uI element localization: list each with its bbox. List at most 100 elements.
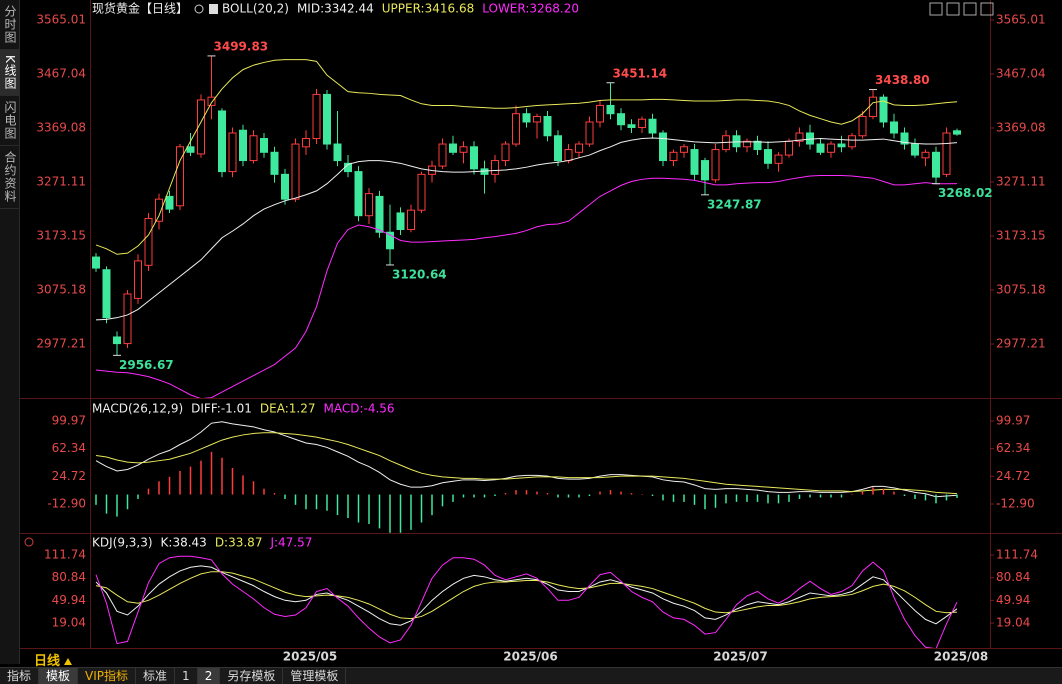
tab[interactable]: 分时图 (0, 0, 19, 50)
candle-body (932, 151, 940, 178)
candle-body (302, 138, 310, 148)
macd-bar (483, 494, 486, 498)
candle-body (774, 154, 783, 164)
macd-bar (168, 476, 171, 495)
candle-body (470, 146, 478, 170)
macd-bar (840, 494, 843, 498)
toolbar-item[interactable]: 另存模板 (220, 668, 284, 684)
legend-entry: LOWER:3268.20 (482, 2, 579, 16)
macd-bar (767, 494, 769, 504)
macd-bar (662, 494, 664, 501)
period[interactable]: 日线 (34, 650, 73, 669)
macd-bar (189, 466, 192, 495)
icon[interactable] (929, 2, 943, 16)
candle-body (627, 124, 636, 128)
toolbar-item[interactable]: 2 (197, 668, 221, 684)
candle-body (921, 151, 930, 159)
macd-bar (756, 494, 759, 502)
candle-body (680, 146, 688, 153)
candle-body (669, 151, 678, 162)
macd-bar (935, 494, 937, 504)
indicator-name: BOLL(20,2) (222, 2, 289, 16)
toolbar-item[interactable]: 指标 (0, 668, 40, 684)
y-tick-label: 3075.18 (996, 283, 1046, 297)
toolbar-item[interactable]: VIP指标 (78, 668, 137, 684)
candle-body (375, 195, 384, 233)
indicator-icon[interactable] (209, 4, 219, 14)
indicator-line (95, 59, 958, 255)
candle-body (270, 151, 279, 175)
macd-bar (126, 494, 129, 510)
icon[interactable] (963, 2, 977, 16)
macd-bar (357, 494, 360, 523)
macd-bar (410, 494, 412, 530)
macd-bar (116, 494, 118, 517)
toolbar-item[interactable]: 1 (175, 668, 198, 684)
macd-bar (515, 490, 517, 495)
y-tick-label: 99.97 (996, 413, 1030, 427)
toolbar-item[interactable]: 标准 (136, 668, 176, 684)
macd-bar (557, 494, 559, 498)
macd-bar (263, 488, 265, 495)
macd-bar (462, 494, 465, 498)
candle-body (291, 143, 300, 200)
price-annotation: 3247.87 (707, 197, 762, 211)
candle-body (743, 140, 751, 148)
candle-body (386, 231, 394, 250)
candle-body (764, 149, 772, 164)
toolbar-item[interactable]: 管理模板 (283, 668, 347, 684)
macd-bar (683, 494, 685, 502)
candle-body (879, 96, 888, 123)
indicator-line (95, 137, 958, 321)
y-tick-label: 19.04 (996, 616, 1030, 630)
macd-bar (546, 493, 549, 495)
macd-bar (641, 494, 643, 496)
legend-entry: MACD:-4.56 (323, 402, 394, 416)
icon[interactable] (980, 2, 994, 16)
legend-entry: DEA:1.27 (260, 402, 316, 416)
candle-body (407, 209, 415, 230)
macd-bar (588, 494, 591, 496)
toolbar: 指标 模板 VIP指标 标准 1 2 另存模板 管理模板 (0, 667, 1062, 684)
macd-bar (420, 494, 423, 523)
macd-bar (882, 488, 885, 495)
tab[interactable]: 合约资料 (0, 146, 19, 209)
candle-body (606, 104, 615, 115)
y-tick-label: 3271.11 (996, 175, 1046, 189)
indicator-line (95, 432, 958, 495)
candle-body (690, 149, 699, 175)
macd-bar (714, 494, 717, 508)
macd-bar (956, 494, 958, 498)
candle-body (176, 146, 184, 207)
toolbar-item[interactable]: 模板 (39, 668, 79, 684)
tab[interactable]: 闪电图 (0, 96, 19, 146)
candle-body (102, 269, 111, 319)
legend-entry: J:47.57 (269, 536, 312, 550)
icon[interactable] (946, 2, 960, 16)
candle-body (134, 260, 142, 299)
macd-bar (914, 494, 916, 499)
candle-body (323, 93, 331, 145)
chart: 3565.01 3565.01 3467.04 3467.04 3369.08 3369.… (20, 0, 1062, 664)
macd-bar (620, 491, 622, 495)
y-tick-label: 3173.15 (996, 229, 1046, 243)
macd-bar (746, 494, 748, 502)
y-tick-label: 80.84 (996, 570, 1030, 584)
macd-bar (777, 494, 780, 504)
settings-icon[interactable] (24, 537, 34, 547)
panel-title: 现货黄金【日线】 (92, 1, 188, 16)
macd-bar (231, 468, 234, 495)
y-tick-label: 2977.21 (36, 337, 86, 351)
x-tick-label: 2025/06 (503, 650, 557, 664)
macd-bar (179, 470, 181, 495)
macd-bar (137, 494, 139, 499)
candle-body (365, 193, 373, 217)
add-icon[interactable] (194, 4, 204, 14)
macd-bar (924, 494, 927, 501)
macd-bar (389, 494, 391, 533)
macd-bar (788, 494, 790, 502)
macd-bar (809, 494, 811, 498)
candle-body (186, 146, 195, 153)
indicator-line (95, 174, 958, 398)
tab[interactable]: K线图 (0, 50, 19, 96)
